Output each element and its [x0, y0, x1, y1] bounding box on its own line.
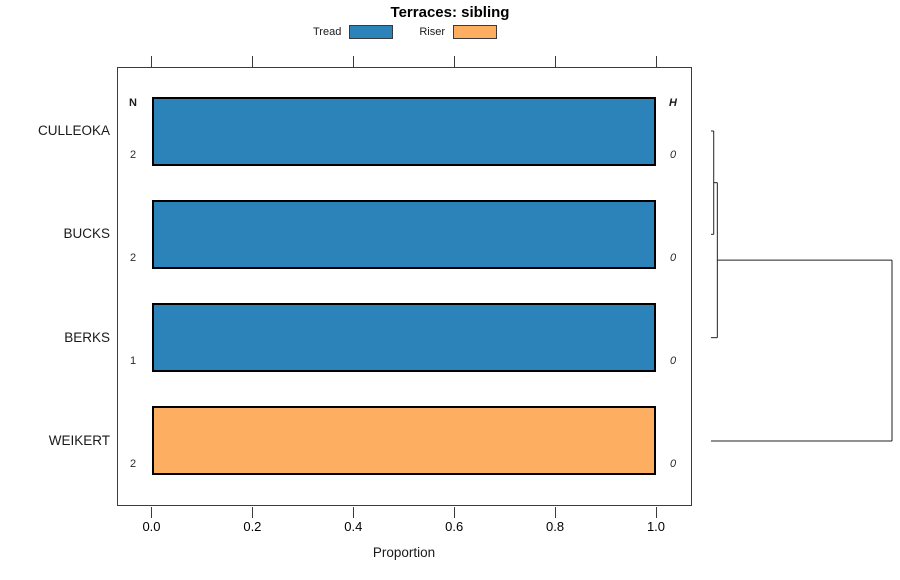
x-tick-top	[453, 56, 455, 67]
x-axis-label: Proportion	[372, 545, 436, 560]
n-value-bucks: 2	[129, 251, 137, 264]
x-tick-bottom	[453, 507, 455, 518]
legend: Tread Riser	[0, 25, 810, 39]
x-tick-top	[151, 56, 152, 67]
n-value-culleoka: 2	[129, 148, 137, 161]
legend-label-tread: Tread	[313, 26, 342, 38]
chart-title: Terraces: sibling	[390, 4, 510, 21]
n-column-header: N	[129, 97, 137, 109]
x-tick-label: 0.8	[546, 519, 565, 534]
h-column-header: H	[669, 97, 677, 109]
n-value-weikert: 2	[129, 458, 137, 471]
bar-culleoka-tread	[151, 96, 656, 166]
x-tick-top	[352, 56, 354, 67]
bar-bucks-tread	[151, 199, 656, 269]
x-tick-top	[554, 56, 556, 67]
x-tick-bottom	[655, 507, 657, 518]
row-label-bucks: BUCKS	[63, 226, 110, 242]
legend-label-riser: Riser	[419, 26, 445, 38]
row-label-weikert: WEIKERT	[48, 432, 110, 448]
bar-berks-tread	[151, 303, 656, 373]
x-tick-top	[655, 56, 657, 67]
x-tick-bottom	[151, 507, 152, 518]
legend-swatch-riser	[453, 25, 497, 39]
x-tick-label: 1.0	[646, 519, 666, 534]
x-tick-label: 0.6	[445, 519, 464, 534]
h-value-berks: 0	[669, 355, 677, 368]
x-tick-bottom	[554, 507, 556, 518]
x-tick-bottom	[251, 507, 253, 518]
legend-swatch-tread	[349, 25, 394, 39]
plot-frame	[117, 67, 692, 506]
x-tick-label: 0.0	[142, 519, 161, 534]
row-label-culleoka: CULLEOKA	[37, 123, 110, 138]
bar-weikert-riser	[151, 406, 656, 476]
x-tick-label: 0.4	[344, 519, 363, 534]
legend-item-tread: Tread	[313, 25, 394, 39]
x-tick-label: 0.2	[243, 519, 262, 534]
row-label-berks: BERKS	[64, 329, 110, 345]
x-tick-top	[251, 56, 253, 67]
h-value-weikert: 0	[669, 458, 677, 471]
x-tick-bottom	[352, 507, 354, 518]
n-value-berks: 1	[129, 355, 137, 368]
h-value-culleoka: 0	[669, 148, 677, 161]
legend-item-riser: Riser	[419, 25, 497, 39]
h-value-bucks: 0	[669, 251, 677, 264]
